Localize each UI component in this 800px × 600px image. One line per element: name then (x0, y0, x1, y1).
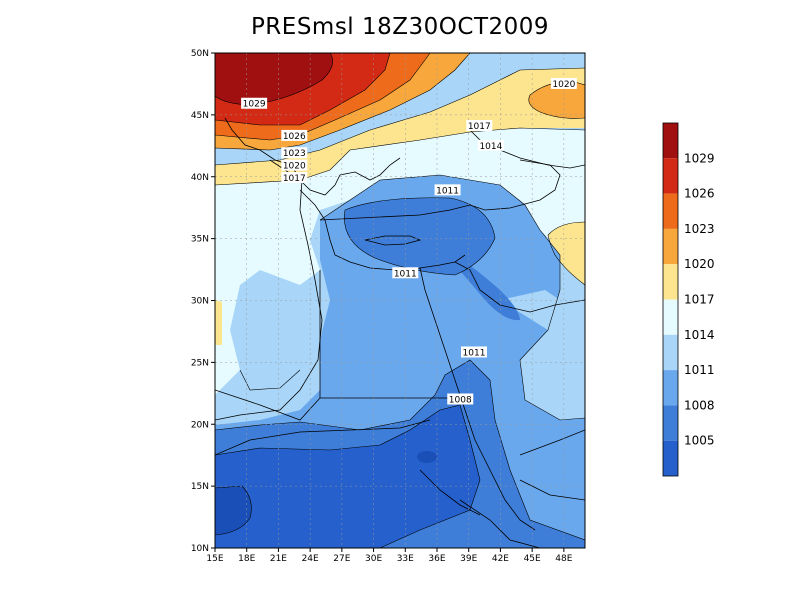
colorbar-label: 1023 (684, 222, 715, 236)
latitude-ticks: 10N 15N 20N 25N 30N 35N 40N 45N 50N (191, 49, 215, 554)
contour-label: 1014 (479, 142, 502, 152)
x-tick-label: 18E (238, 554, 255, 564)
colorbar-swatch (663, 334, 678, 371)
colorbar-label: 1017 (684, 293, 715, 307)
colorbar-label: 1014 (684, 328, 715, 342)
colorbar-swatch (663, 299, 678, 335)
colorbar-swatch (663, 193, 678, 229)
x-tick-label: 30E (365, 554, 382, 564)
contour-label: 1011 (436, 186, 459, 196)
y-tick-label: 45N (191, 111, 209, 121)
colorbar-swatch (663, 123, 678, 159)
colorbar-swatch (663, 440, 678, 476)
colorbar-swatch (663, 370, 678, 406)
y-tick-label: 50N (191, 49, 209, 59)
x-tick-label: 48E (555, 554, 572, 564)
x-tick-label: 36E (428, 554, 445, 564)
contour-label-bg (281, 147, 308, 159)
colorbar-swatch (663, 264, 678, 300)
contour-label-bg (466, 120, 493, 132)
contour-label: 1020 (283, 162, 306, 172)
contour-label-bg (477, 139, 504, 151)
contour-label: 1017 (283, 174, 306, 184)
y-tick-label: 20N (191, 420, 209, 430)
x-tick-label: 45E (524, 554, 541, 564)
y-tick-label: 35N (191, 235, 209, 245)
contour-label: 1008 (449, 396, 472, 406)
colorbar-swatch (663, 405, 678, 441)
x-tick-label: 21E (270, 554, 287, 564)
colorbar: 1029 1026 1023 1020 1017 1014 1011 1008 1005 (662, 122, 715, 477)
colorbar-label: 1026 (684, 187, 715, 201)
contour-label: 1029 (243, 100, 266, 110)
x-tick-label: 42E (492, 554, 509, 564)
contour-label: 1020 (552, 80, 575, 90)
contour-label-bg (392, 267, 419, 279)
x-tick-label: 15E (206, 554, 223, 564)
graticule (215, 53, 585, 548)
colorbar-label: 1008 (684, 398, 715, 412)
colorbar-swatch (663, 158, 678, 194)
colorbar-swatch (663, 228, 678, 265)
x-tick-label: 39E (460, 554, 477, 564)
colorbar-label: 1029 (684, 151, 715, 165)
y-tick-label: 25N (191, 358, 209, 368)
contour-label-bg (550, 77, 577, 89)
x-tick-label: 33E (397, 554, 414, 564)
contour-label-bg (461, 346, 487, 358)
contour-label-bg (434, 184, 461, 196)
y-tick-label: 10N (191, 544, 209, 554)
colorbar-label: 1005 (684, 434, 715, 448)
longitude-ticks: 15E 18E 21E 24E 27E 30E 33E 36E 39E 42E 45E 48E (206, 548, 573, 564)
colorbar-label: 1020 (684, 257, 715, 271)
contour-label-bg (281, 129, 308, 141)
y-tick-label: 15N (191, 482, 209, 492)
map-title: PRESmsl 18Z30OCT2009 (250, 14, 550, 40)
x-tick-label: 24E (302, 554, 319, 564)
coastlines-borders (215, 117, 585, 548)
contour-label: 1023 (283, 149, 306, 159)
colorbar-frame (662, 122, 679, 477)
contour-label-bg (281, 159, 308, 171)
contour-label-bg (281, 171, 308, 183)
colorbar-label: 1011 (684, 363, 715, 377)
isobar-lines (215, 53, 585, 548)
contour-label: 1011 (463, 348, 486, 358)
contour-label-bg (241, 97, 268, 109)
y-tick-label: 30N (191, 297, 209, 307)
contour-label: 1026 (283, 132, 306, 142)
contour-label: 1011 (394, 269, 417, 279)
contour-label: 1017 (468, 122, 491, 132)
y-tick-label: 40N (191, 173, 209, 183)
x-tick-label: 27E (333, 554, 350, 564)
contour-labels: 1029 1026 1023 1020 1017 1017 1014 1020 1011 1011… (241, 77, 577, 406)
contour-label-bg (447, 393, 474, 405)
